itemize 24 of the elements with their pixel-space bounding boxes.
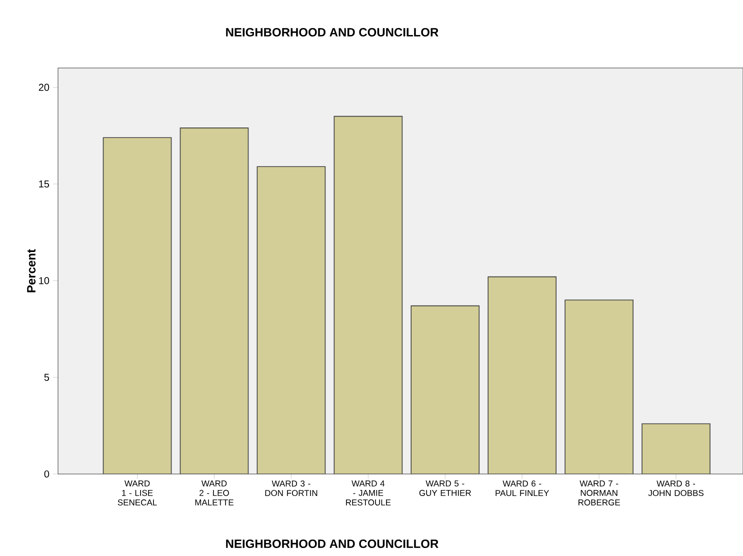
x-tick-label: WARD 5 - GUY ETHIER — [419, 480, 471, 496]
y-axis-title: Percent — [27, 249, 36, 292]
y-tick-label: 10 — [39, 277, 50, 284]
bar — [488, 276, 556, 474]
bar — [180, 128, 248, 474]
y-tick-label: 0 — [44, 470, 50, 478]
x-tick-label: WARD 6 - PAUL FINLEY — [496, 480, 549, 496]
y-tick-label: 20 — [38, 84, 50, 91]
x-tick-label: WARD 8 - JOHN DOBBS — [648, 480, 704, 496]
x-tick-label: WARD 2 - LEO MALETTE — [195, 480, 234, 506]
bar — [103, 138, 172, 474]
x-tick-label: WARD 3 - DON FORTIN — [265, 480, 318, 496]
y-tick-label: 5 — [44, 374, 50, 381]
bar — [565, 300, 634, 474]
x-axis-title: NEIGHBORHOOD AND COUNCILLOR — [226, 540, 438, 548]
bar — [411, 306, 480, 474]
bar — [642, 423, 710, 474]
x-tick-label: WARD 1 - LISE SENECAL — [118, 480, 157, 506]
chart-title: NEIGHBORHOOD AND COUNCILLOR — [226, 28, 438, 37]
x-tick-label: WARD 4 - JAMIE RESTOULE — [346, 480, 391, 506]
x-tick-label: WARD 7 - NORMAN ROBERGE — [578, 480, 620, 506]
y-tick-label: 15 — [39, 180, 50, 188]
bar — [257, 166, 326, 474]
bar — [334, 116, 402, 474]
